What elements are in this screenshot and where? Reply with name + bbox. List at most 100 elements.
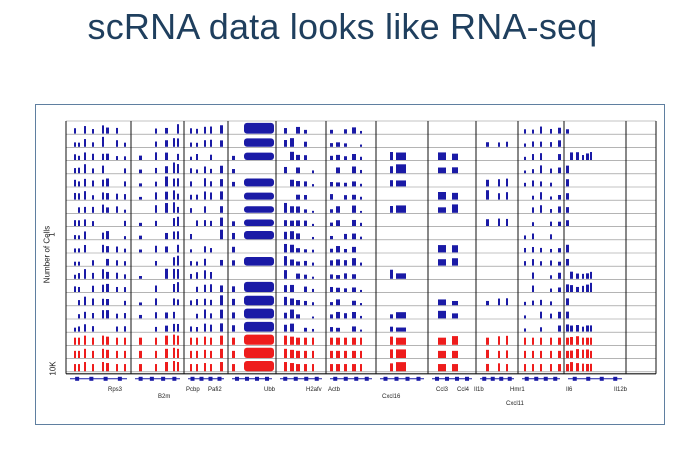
- coverage-peak: [344, 337, 347, 345]
- coverage-peak: [540, 337, 542, 345]
- coverage-peak: [124, 142, 126, 147]
- coverage-peak: [284, 256, 287, 266]
- coverage-peak: [330, 274, 333, 279]
- coverage-peak: [506, 298, 508, 306]
- coverage-peak: [232, 221, 235, 226]
- coverage-peak: [84, 348, 86, 358]
- coverage-peak: [344, 233, 347, 240]
- coverage-peak: [312, 350, 314, 358]
- coverage-peak: [352, 326, 356, 332]
- coverage-peak: [232, 337, 235, 345]
- coverage-peak: [438, 167, 446, 174]
- coverage-peak: [155, 337, 157, 345]
- coverage-peak: [550, 275, 552, 279]
- coverage-peak: [558, 311, 561, 319]
- coverage-peak: [284, 140, 287, 147]
- coverage-peak: [532, 259, 534, 266]
- coverage-peak: [540, 261, 542, 266]
- coverage-peak: [360, 210, 362, 213]
- coverage-peak: [486, 142, 489, 147]
- coverage-peak: [92, 298, 94, 306]
- coverage-peak: [204, 363, 206, 372]
- coverage-peak: [550, 301, 552, 306]
- coverage-peak: [590, 337, 592, 345]
- coverage-peak: [177, 178, 179, 187]
- coverage-peak: [244, 334, 274, 345]
- coverage-peak: [74, 327, 76, 332]
- coverage-peak: [312, 170, 314, 174]
- gene-exon: [343, 376, 348, 381]
- coverage-peak: [177, 299, 179, 306]
- coverage-peak: [312, 223, 314, 226]
- coverage-peak: [452, 192, 458, 200]
- coverage-peak: [232, 260, 235, 266]
- coverage-peak: [220, 295, 223, 306]
- coverage-peak: [550, 234, 552, 240]
- coverage-peak: [190, 194, 192, 200]
- coverage-peak: [304, 155, 307, 160]
- coverage-peak: [106, 153, 109, 160]
- coverage-peak: [566, 207, 569, 213]
- coverage-peak: [78, 142, 80, 147]
- coverage-peak: [524, 337, 526, 345]
- coverage-peak: [78, 181, 80, 187]
- coverage-peak: [78, 286, 80, 292]
- coverage-peak: [204, 284, 206, 292]
- coverage-peak: [220, 309, 223, 319]
- coverage-peak: [196, 128, 198, 134]
- coverage-peak: [576, 336, 579, 345]
- coverage-peak: [165, 127, 168, 134]
- coverage-peak: [360, 350, 362, 358]
- coverage-peak: [360, 315, 362, 319]
- coverage-peak: [177, 244, 179, 253]
- coverage-peak: [312, 236, 314, 240]
- coverage-peak: [590, 152, 592, 160]
- coverage-peak: [396, 327, 406, 332]
- coverage-peak: [244, 206, 274, 213]
- coverage-peak: [570, 350, 573, 358]
- coverage-peak: [312, 316, 314, 319]
- coverage-peak: [102, 136, 104, 147]
- coverage-peak: [173, 178, 175, 187]
- coverage-peak: [524, 129, 526, 134]
- coverage-peak: [124, 364, 126, 372]
- coverage-peak: [360, 183, 362, 187]
- coverage-peak: [558, 364, 561, 372]
- coverage-peak: [352, 350, 356, 358]
- coverage-peak: [116, 193, 118, 200]
- coverage-peak: [506, 218, 508, 226]
- gene-exon: [524, 376, 529, 381]
- coverage-peak: [524, 247, 526, 253]
- coverage-peak: [532, 364, 534, 372]
- gene-exon: [190, 376, 195, 381]
- coverage-peak: [452, 313, 458, 319]
- coverage-peak: [116, 206, 118, 213]
- coverage-peak: [74, 128, 76, 134]
- coverage-peak: [344, 156, 347, 160]
- coverage-peak: [210, 192, 212, 200]
- coverage-peak: [204, 336, 206, 345]
- coverage-peak: [204, 323, 206, 332]
- gene-exon: [364, 376, 369, 381]
- coverage-peak: [290, 179, 294, 187]
- coverage-peak: [360, 130, 362, 134]
- coverage-peak: [177, 153, 179, 160]
- coverage-peak: [330, 260, 333, 266]
- coverage-peak: [165, 325, 168, 332]
- coverage-peak: [139, 155, 142, 160]
- coverage-peak: [232, 232, 235, 240]
- coverage-peak: [344, 313, 347, 319]
- coverage-peak: [165, 191, 168, 200]
- coverage-peak: [452, 364, 458, 372]
- gene-exon: [499, 376, 504, 381]
- coverage-peak: [498, 142, 500, 147]
- gene-exon: [445, 376, 449, 381]
- coverage-peak: [177, 255, 179, 266]
- coverage-peak: [220, 179, 223, 187]
- coverage-peak: [74, 142, 76, 147]
- gene-exon: [304, 376, 309, 381]
- coverage-peak: [155, 326, 157, 332]
- gene-exon: [149, 376, 154, 381]
- coverage-peak: [532, 233, 534, 240]
- coverage-peak: [74, 337, 76, 345]
